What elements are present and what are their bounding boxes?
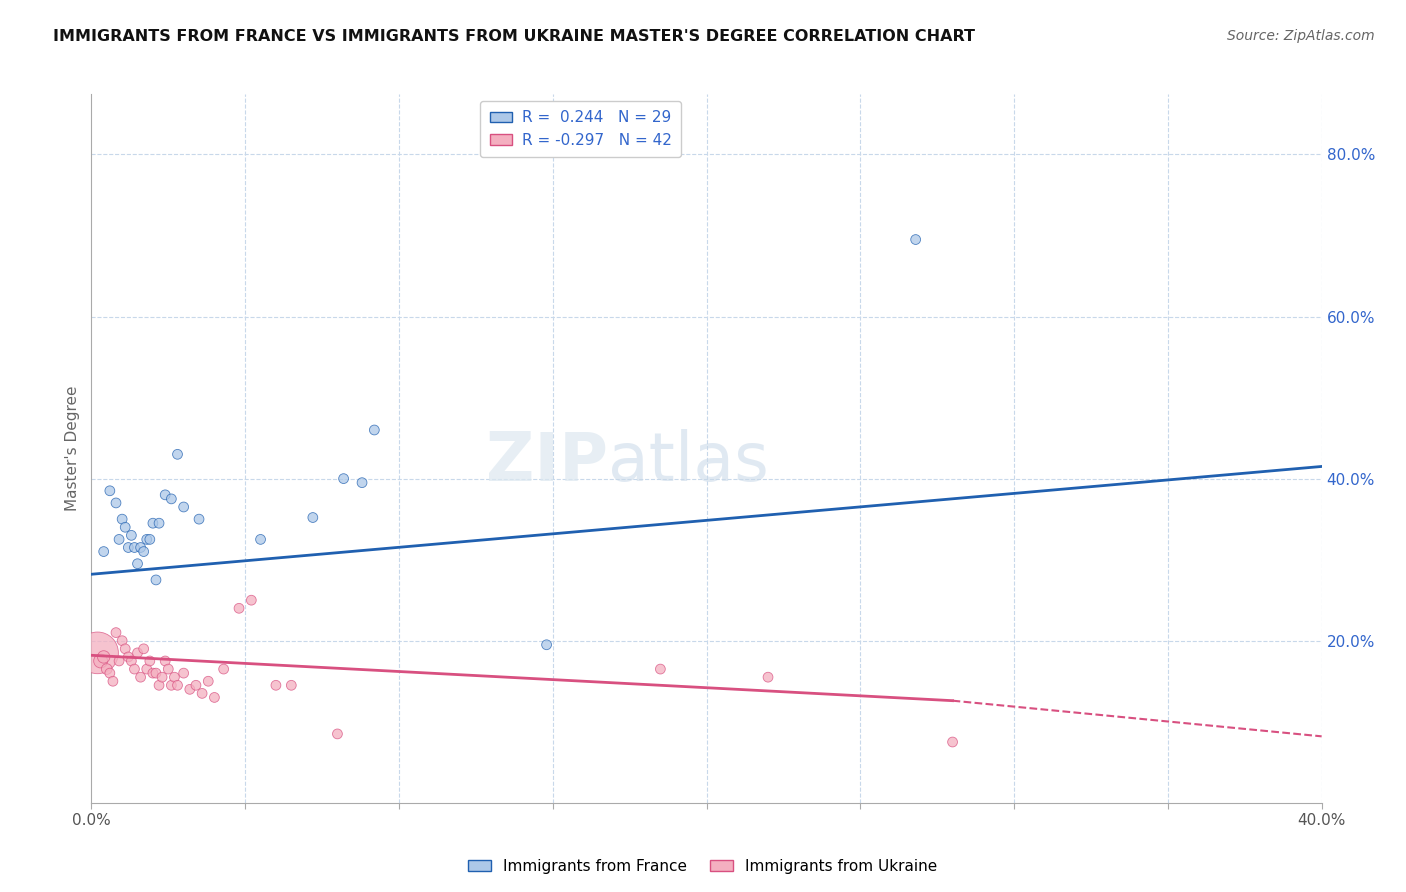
Point — [326, 727, 349, 741]
Point — [135, 533, 157, 547]
Point — [332, 472, 354, 486]
Point — [139, 533, 162, 547]
Point — [120, 528, 142, 542]
Point — [173, 500, 195, 514]
Point — [86, 646, 108, 660]
Point — [139, 654, 162, 668]
Legend: Immigrants from France, Immigrants from Ukraine: Immigrants from France, Immigrants from … — [463, 853, 943, 880]
Point — [264, 678, 287, 692]
Point — [202, 690, 225, 705]
Point — [132, 544, 155, 558]
Point — [105, 625, 127, 640]
Point — [148, 516, 170, 531]
Point — [127, 557, 149, 571]
Point — [904, 233, 927, 247]
Point — [127, 646, 149, 660]
Point — [212, 662, 235, 676]
Point — [124, 662, 146, 676]
Point — [160, 491, 183, 506]
Point — [228, 601, 250, 615]
Point — [150, 670, 173, 684]
Point — [111, 633, 134, 648]
Text: ZIP: ZIP — [486, 429, 607, 495]
Point — [93, 649, 115, 664]
Point — [650, 662, 672, 676]
Text: IMMIGRANTS FROM FRANCE VS IMMIGRANTS FROM UKRAINE MASTER'S DEGREE CORRELATION CH: IMMIGRANTS FROM FRANCE VS IMMIGRANTS FRO… — [53, 29, 976, 44]
Point — [160, 678, 183, 692]
Point — [105, 496, 127, 510]
Point — [142, 666, 165, 681]
Point — [117, 649, 139, 664]
Point — [536, 638, 558, 652]
Point — [166, 678, 188, 692]
Point — [942, 735, 965, 749]
Point — [108, 654, 131, 668]
Legend: R =  0.244   N = 29, R = -0.297   N = 42: R = 0.244 N = 29, R = -0.297 N = 42 — [481, 102, 681, 157]
Point — [129, 541, 152, 555]
Point — [350, 475, 373, 490]
Point — [197, 674, 219, 689]
Point — [166, 447, 188, 461]
Point — [135, 662, 157, 676]
Text: Source: ZipAtlas.com: Source: ZipAtlas.com — [1227, 29, 1375, 43]
Point — [756, 670, 779, 684]
Point — [142, 516, 165, 531]
Point — [145, 573, 167, 587]
Point — [132, 641, 155, 656]
Point — [129, 670, 152, 684]
Point — [153, 488, 177, 502]
Point — [163, 670, 186, 684]
Point — [98, 666, 121, 681]
Point — [148, 678, 170, 692]
Text: atlas: atlas — [607, 429, 769, 495]
Point — [188, 512, 211, 526]
Point — [280, 678, 302, 692]
Point — [93, 544, 115, 558]
Point — [98, 483, 121, 498]
Point — [90, 654, 112, 668]
Point — [240, 593, 263, 607]
Point — [96, 662, 118, 676]
Point — [108, 533, 131, 547]
Point — [114, 520, 136, 534]
Point — [157, 662, 180, 676]
Point — [184, 678, 207, 692]
Point — [173, 666, 195, 681]
Point — [301, 510, 323, 524]
Point — [120, 654, 142, 668]
Point — [179, 682, 201, 697]
Y-axis label: Master's Degree: Master's Degree — [65, 385, 80, 511]
Point — [124, 541, 146, 555]
Point — [145, 666, 167, 681]
Point — [101, 674, 124, 689]
Point — [153, 654, 177, 668]
Point — [111, 512, 134, 526]
Point — [114, 641, 136, 656]
Point — [117, 541, 139, 555]
Point — [249, 533, 271, 547]
Point — [191, 686, 214, 700]
Point — [363, 423, 385, 437]
